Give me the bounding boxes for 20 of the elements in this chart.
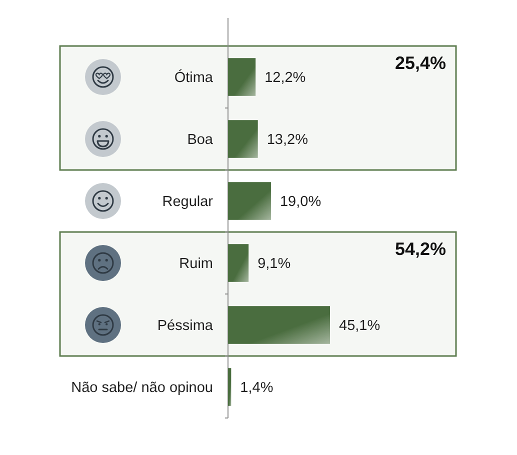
data-label: 1,4% [240,380,274,396]
bar [228,120,258,158]
y-tick-label: Não sabe/ não opinou [71,380,213,396]
data-label: 9,1% [258,256,291,272]
band-label: 25,4% [394,53,446,73]
data-label: 45,1% [339,318,380,334]
y-tick-label: Regular [162,194,214,210]
bar [228,244,249,282]
data-label: 12,2% [264,70,306,86]
bar [228,306,330,344]
y-tick-label: Péssima [157,318,214,334]
band-label: 54,2% [394,239,446,259]
bar [228,58,256,96]
data-label: 19,0% [280,194,322,210]
bar [228,182,271,220]
y-tick-label: Boa [187,132,214,148]
y-tick-label: Ruim [179,256,213,272]
data-label: 13,2% [266,132,308,148]
bar [228,368,232,406]
y-tick-label: Ótima [174,69,214,86]
